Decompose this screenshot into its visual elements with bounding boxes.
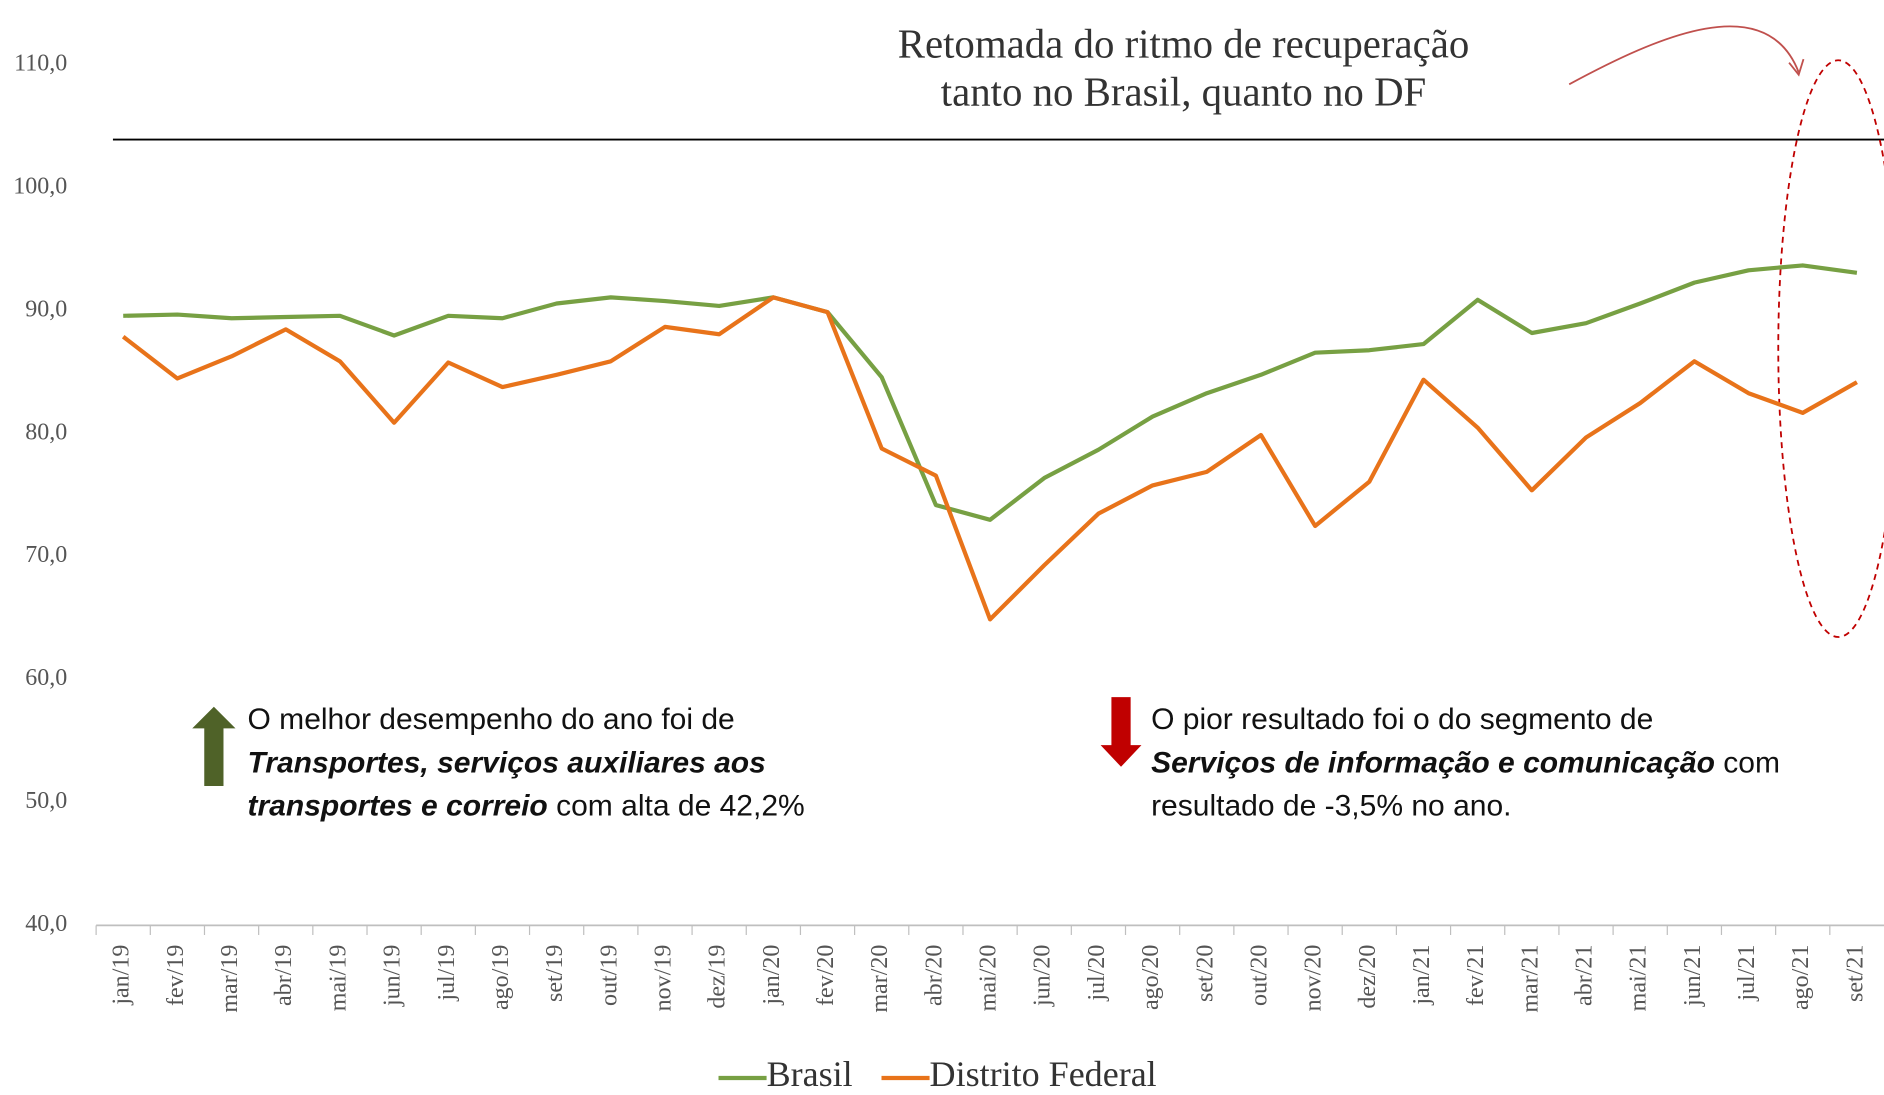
x-tick-label: ago/19 — [488, 945, 514, 1010]
y-tick-label: 70,0 — [25, 542, 67, 568]
x-tick-label: jan/21 — [1409, 945, 1435, 1006]
series-line — [121, 295, 1858, 622]
y-tick-label: 40,0 — [25, 911, 67, 937]
x-tick-label: abr/20 — [921, 945, 947, 1006]
x-tick-label: jul/19 — [434, 945, 460, 1002]
note-line: Serviços de informação e comunicação com — [1151, 746, 1780, 779]
x-tick-label: mai/21 — [1626, 945, 1652, 1012]
x-tick-label: fev/21 — [1463, 945, 1489, 1006]
x-tick-label: out/20 — [1246, 945, 1272, 1006]
x-tick-label: ago/21 — [1788, 945, 1814, 1010]
x-tick-label: set/19 — [542, 945, 568, 1002]
x-tick-label: set/20 — [1192, 945, 1218, 1002]
legend-label: Brasil — [767, 1054, 853, 1094]
x-tick-label: fev/20 — [813, 945, 839, 1006]
x-tick-label: jul/21 — [1734, 945, 1760, 1002]
note-text: O pior resultado foi o do segmento de — [1151, 703, 1653, 736]
y-tick-label: 100,0 — [13, 174, 67, 200]
note-line: O pior resultado foi o do segmento de — [1151, 703, 1653, 736]
series-line — [123, 263, 1858, 522]
note-text: com alta de 42,2% — [548, 790, 805, 823]
up-arrow — [192, 706, 236, 787]
x-tick-label: nov/20 — [1301, 945, 1327, 1012]
x-tick-label: abr/19 — [271, 945, 297, 1006]
annotation: tanto no Brasil, quanto no DF — [941, 70, 1427, 115]
x-tick-label: mar/20 — [867, 945, 893, 1013]
note-line: resultado de -3,5% no ano. — [1151, 790, 1511, 823]
x-tick-label: abr/21 — [1572, 945, 1598, 1006]
x-tick-label: set/21 — [1842, 945, 1868, 1002]
annotation: Retomada do ritmo de recuperação — [898, 22, 1470, 67]
note-text: Serviços de informação e comunicação — [1151, 746, 1715, 779]
x-tick-label: jul/20 — [1084, 945, 1110, 1002]
y-tick-label: 80,0 — [25, 419, 67, 445]
arrow-head — [1788, 58, 1805, 77]
arrow-curve — [1568, 25, 1800, 86]
x-tick-label: ago/20 — [1138, 945, 1164, 1010]
down-arrow — [1100, 697, 1142, 767]
x-tick-label: out/19 — [596, 945, 622, 1006]
note-line: Transportes, serviços auxiliares aos — [248, 746, 766, 779]
y-tick-label: 50,0 — [25, 788, 67, 814]
x-tick-label: mar/21 — [1517, 945, 1543, 1013]
y-tick-label: 60,0 — [25, 665, 67, 691]
legend-label: Distrito Federal — [930, 1054, 1157, 1094]
note-text: com — [1715, 746, 1780, 779]
note-text: resultado de -3,5% no ano. — [1151, 790, 1511, 823]
x-tick-label: dez/20 — [1355, 945, 1381, 1009]
x-tick-label: mai/20 — [976, 945, 1002, 1012]
x-tick-label: dez/19 — [705, 945, 731, 1009]
y-tick-label: 90,0 — [25, 296, 67, 322]
x-tick-label: mar/19 — [217, 945, 243, 1013]
note-text: Transportes, serviços auxiliares aos — [248, 746, 766, 779]
x-tick-label: jun/21 — [1680, 945, 1706, 1007]
note-text: O melhor desempenho do ano foi de — [248, 703, 735, 736]
x-tick-label: fev/19 — [163, 945, 189, 1006]
x-tick-label: mai/19 — [325, 945, 351, 1012]
x-tick-label: jan/19 — [109, 945, 135, 1006]
note-text: transportes e correio — [248, 790, 548, 823]
x-tick-label: jun/20 — [1030, 945, 1056, 1007]
x-tick-label: nov/19 — [651, 945, 677, 1012]
note-line: O melhor desempenho do ano foi de — [248, 703, 735, 736]
x-tick-label: jun/19 — [380, 945, 406, 1007]
highlight-ellipse — [1777, 59, 1884, 638]
note-line: transportes e correio com alta de 42,2% — [248, 790, 805, 823]
y-tick-label: 110,0 — [14, 51, 67, 77]
x-tick-label: jan/20 — [759, 945, 785, 1006]
